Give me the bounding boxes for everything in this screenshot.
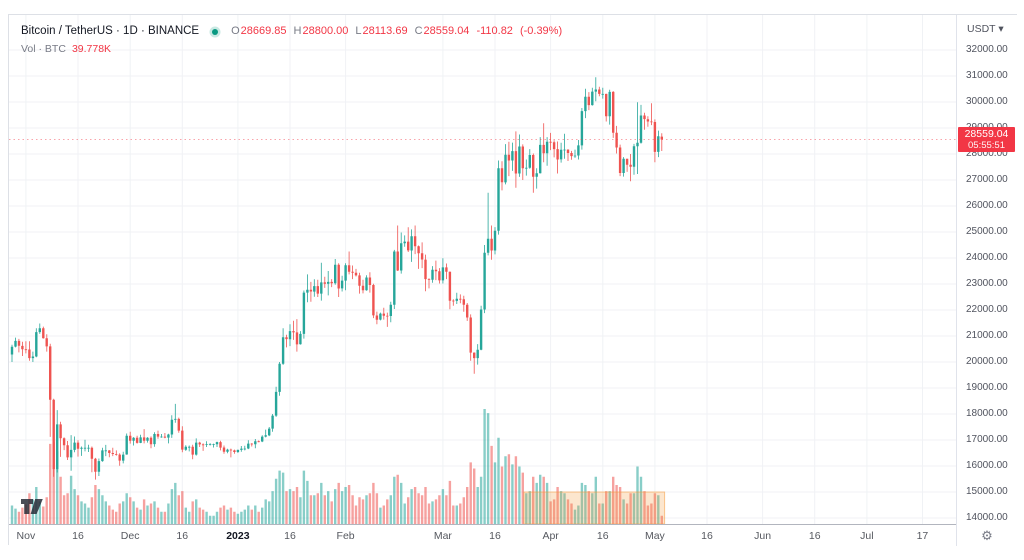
- market-open-dot-icon[interactable]: [212, 28, 219, 35]
- volume-label: Vol · BTC: [21, 43, 66, 55]
- time-axis-label: 16: [72, 530, 84, 542]
- chart-widget: Bitcoin / TetherUS · 1D · BINANCE O28669…: [8, 14, 1017, 546]
- price-axis-label: 21000.00: [966, 330, 1008, 341]
- price-axis-label: 15000.00: [966, 486, 1008, 497]
- price-axis-label: 25000.00: [966, 226, 1008, 237]
- ohlc-open: O28669.85: [231, 25, 287, 37]
- time-axis-label: 16: [596, 530, 609, 542]
- time-axis-label: 16: [284, 530, 296, 542]
- price-axis-label: 30000.00: [966, 96, 1008, 107]
- symbol-title[interactable]: Bitcoin / TetherUS · 1D · BINANCE: [21, 25, 200, 37]
- axis-settings-corner: ⚙: [957, 524, 1017, 546]
- ohlc-low: L28113.69: [355, 25, 408, 37]
- price-axis-label: 14000.00: [966, 512, 1008, 523]
- price-pane[interactable]: [9, 15, 956, 524]
- down-wicks-path: [18, 86, 663, 480]
- time-axis-label: Jul: [860, 530, 874, 542]
- volume-value: 39.778K: [71, 43, 112, 55]
- drawing-rectangle[interactable]: [523, 491, 666, 524]
- time-axis-label: Nov: [16, 530, 36, 542]
- price-axis-label: 24000.00: [966, 252, 1008, 263]
- time-axis-border: [9, 524, 1016, 525]
- change-value: -110.82: [476, 25, 513, 37]
- price-axis-label: 26000.00: [966, 200, 1008, 211]
- caret-down-icon: ▾: [998, 23, 1004, 35]
- ohlc-high: H28800.00: [293, 25, 349, 37]
- last-price-value: 28559.04: [964, 127, 1009, 140]
- time-axis-label: 16: [808, 530, 821, 542]
- time-axis[interactable]: Nov 16 Dec 16 2023 16 Feb Mar 16 Apr 16 May 16 Jun 16 J…: [9, 524, 956, 546]
- gear-icon[interactable]: ⚙: [981, 527, 993, 543]
- time-axis-label: 16: [176, 530, 189, 542]
- time-axis-label: Apr: [542, 530, 559, 542]
- tradingview-logo[interactable]: [20, 498, 48, 515]
- ohlc-close: C28559.04: [414, 25, 470, 37]
- price-axis-label: 23000.00: [966, 278, 1008, 289]
- price-axis-label: 22000.00: [966, 304, 1008, 315]
- time-axis-label: 16: [701, 530, 713, 542]
- time-axis-label: Feb: [336, 530, 355, 542]
- time-axis-label: Mar: [433, 530, 452, 542]
- up-bodies-path: [10, 89, 660, 472]
- price-axis-label: 16000.00: [966, 460, 1008, 471]
- up-volume-path: [10, 409, 660, 524]
- time-axis-label: 16: [489, 530, 501, 542]
- price-axis-label: 19000.00: [966, 382, 1008, 393]
- currency-dropdown[interactable]: USDT ▾: [967, 23, 1004, 35]
- price-axis-label: 17000.00: [966, 434, 1008, 445]
- price-axis-label: 27000.00: [966, 174, 1008, 185]
- volume-bars: [10, 409, 664, 524]
- time-axis-label: 17: [916, 530, 929, 542]
- time-axis-label: 2023: [226, 530, 250, 542]
- price-axis-label: 28000.00: [966, 148, 1008, 159]
- chart-legend: Bitcoin / TetherUS · 1D · BINANCE O28669…: [21, 24, 562, 57]
- candles: [10, 77, 664, 480]
- price-axis-label: 18000.00: [966, 408, 1008, 419]
- price-axis-label: 32000.00: [966, 44, 1008, 55]
- change-percent: (-0.39%): [519, 25, 563, 37]
- bar-countdown: 05:55:51: [968, 139, 1005, 151]
- time-axis-label: May: [644, 530, 665, 542]
- last-price-label: 28559.04 05:55:51: [958, 126, 1015, 152]
- price-axis-label: 20000.00: [966, 356, 1008, 367]
- time-axis-label: Dec: [120, 530, 140, 542]
- time-axis-label: Jun: [754, 530, 772, 542]
- price-axis-label: 31000.00: [966, 70, 1008, 81]
- down-volume-path: [17, 441, 664, 524]
- price-axis[interactable]: USDT ▾ 32000.0031000.0030000.0029000.002…: [956, 15, 1017, 546]
